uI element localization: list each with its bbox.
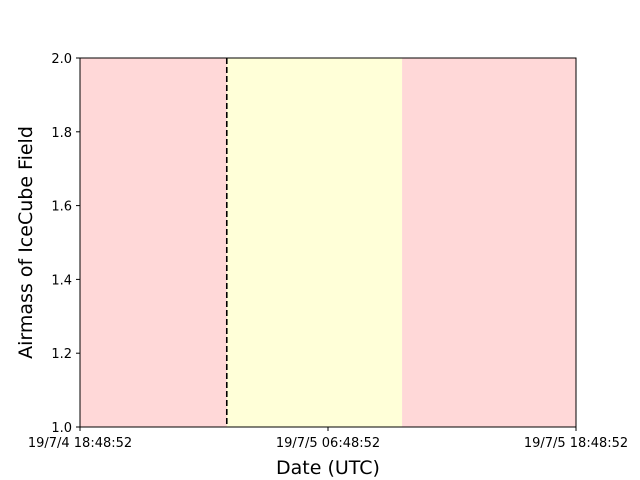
y-tick-label: 2.0 — [51, 52, 72, 67]
y-tick-label: 1.8 — [51, 126, 72, 141]
y-tick-label: 1.2 — [51, 347, 72, 362]
shaded-region-1 — [226, 58, 403, 427]
x-tick-label: 19/7/5 06:48:52 — [276, 436, 380, 451]
y-axis-ticks: 1.0 1.2 1.4 1.6 1.8 2.0 — [51, 52, 80, 436]
y-axis-label: Airmass of IceCube Field — [15, 126, 37, 359]
x-tick-label: 19/7/5 18:48:52 — [524, 436, 628, 451]
x-tick-label: 19/7/4 18:48:52 — [28, 436, 132, 451]
shaded-regions — [80, 58, 576, 427]
x-axis-ticks: 19/7/4 18:48:52 19/7/5 06:48:52 19/7/5 18:… — [28, 427, 628, 451]
x-axis-label: Date (UTC) — [276, 457, 380, 479]
shaded-region-2 — [402, 58, 576, 427]
y-tick-label: 1.6 — [51, 200, 72, 215]
y-tick-label: 1.4 — [51, 273, 72, 288]
y-tick-label: 1.0 — [51, 421, 72, 436]
